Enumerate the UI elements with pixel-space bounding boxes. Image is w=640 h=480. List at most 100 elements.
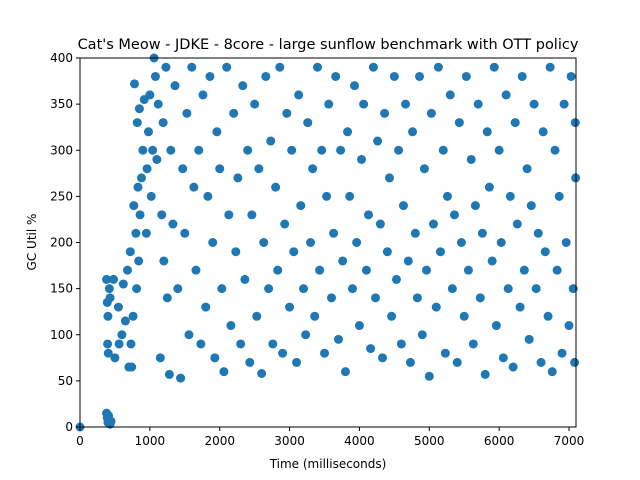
chart-title: Cat's Meow - JDKE - 8core - large sunflo… <box>78 37 579 53</box>
data-point <box>384 173 394 183</box>
data-point <box>498 353 508 363</box>
data-point <box>347 284 357 294</box>
y-tick-label: 150 <box>50 282 73 296</box>
data-point <box>126 339 136 349</box>
data-point <box>222 62 232 72</box>
data-point <box>364 210 374 220</box>
data-point <box>148 145 158 155</box>
data-point <box>538 127 548 137</box>
data-point <box>168 219 178 229</box>
data-point <box>180 228 190 238</box>
data-point <box>240 274 250 284</box>
data-point <box>173 284 183 294</box>
data-point <box>159 256 169 266</box>
data-point <box>226 321 236 331</box>
data-point <box>261 71 271 81</box>
data-point <box>294 90 304 100</box>
data-point <box>208 238 218 247</box>
data-point <box>132 118 142 128</box>
y-tick-label: 350 <box>50 97 73 111</box>
data-point <box>452 357 462 367</box>
data-point <box>512 219 522 229</box>
data-point <box>343 127 353 137</box>
data-point <box>350 81 360 91</box>
data-point <box>394 145 404 155</box>
data-point <box>102 274 112 284</box>
data-point <box>245 357 255 367</box>
data-point <box>129 79 139 89</box>
x-tick-label: 2000 <box>204 434 235 448</box>
x-tick-label: 4000 <box>344 434 375 448</box>
y-tick-label: 400 <box>50 51 73 65</box>
y-tick-label: 50 <box>58 374 73 388</box>
x-tick-label: 1000 <box>135 434 166 448</box>
x-tick-label: 5000 <box>414 434 445 448</box>
data-point <box>526 201 536 211</box>
data-point <box>201 302 211 312</box>
data-point <box>389 71 399 81</box>
data-point <box>519 265 529 275</box>
data-point <box>533 228 543 238</box>
data-point <box>387 311 397 321</box>
data-point <box>196 339 206 349</box>
data-point <box>403 256 413 266</box>
data-point <box>375 219 385 229</box>
data-point <box>254 164 264 174</box>
data-point <box>187 62 197 72</box>
data-point <box>412 293 422 303</box>
data-point <box>515 302 525 312</box>
data-point <box>561 238 571 247</box>
data-point <box>496 238 506 247</box>
data-point <box>326 293 336 303</box>
data-point <box>268 339 278 349</box>
data-point <box>566 71 576 81</box>
data-point <box>136 173 146 183</box>
data-point <box>118 279 128 289</box>
data-point <box>491 321 501 331</box>
data-point <box>391 274 401 284</box>
data-point <box>466 154 476 164</box>
data-point <box>264 284 274 294</box>
data-point <box>198 90 208 100</box>
data-point <box>554 191 564 201</box>
data-point <box>408 127 418 137</box>
data-point <box>447 284 457 294</box>
x-axis-ticks: 0 1000 2000 3000 4000 5000 6000 7000 <box>76 427 584 448</box>
data-point <box>189 182 199 192</box>
data-point <box>484 182 494 192</box>
data-point <box>145 90 155 100</box>
data-point <box>191 265 201 275</box>
data-point <box>289 247 299 257</box>
data-point <box>442 191 452 201</box>
data-point <box>380 108 390 118</box>
data-point <box>536 357 546 367</box>
data-point <box>236 339 246 349</box>
data-point <box>166 145 176 155</box>
data-point <box>103 348 113 358</box>
data-point <box>287 145 297 155</box>
data-point <box>150 71 160 81</box>
data-point <box>324 99 334 109</box>
data-point <box>113 302 123 312</box>
data-point <box>570 118 580 128</box>
data-point <box>129 201 139 211</box>
data-point <box>315 265 325 275</box>
data-point <box>184 330 194 340</box>
data-point <box>303 118 313 128</box>
data-point <box>424 371 434 381</box>
data-point <box>143 127 153 137</box>
y-tick-label: 0 <box>65 420 73 434</box>
data-point <box>480 369 490 379</box>
data-point <box>475 293 485 303</box>
data-point <box>361 265 371 275</box>
data-point <box>259 238 269 247</box>
data-point <box>371 293 381 303</box>
data-point <box>296 201 306 211</box>
data-point <box>531 284 541 294</box>
data-point <box>503 284 513 294</box>
data-point <box>182 108 192 118</box>
data-point <box>250 99 260 109</box>
data-point <box>133 182 143 192</box>
data-point <box>152 154 162 164</box>
